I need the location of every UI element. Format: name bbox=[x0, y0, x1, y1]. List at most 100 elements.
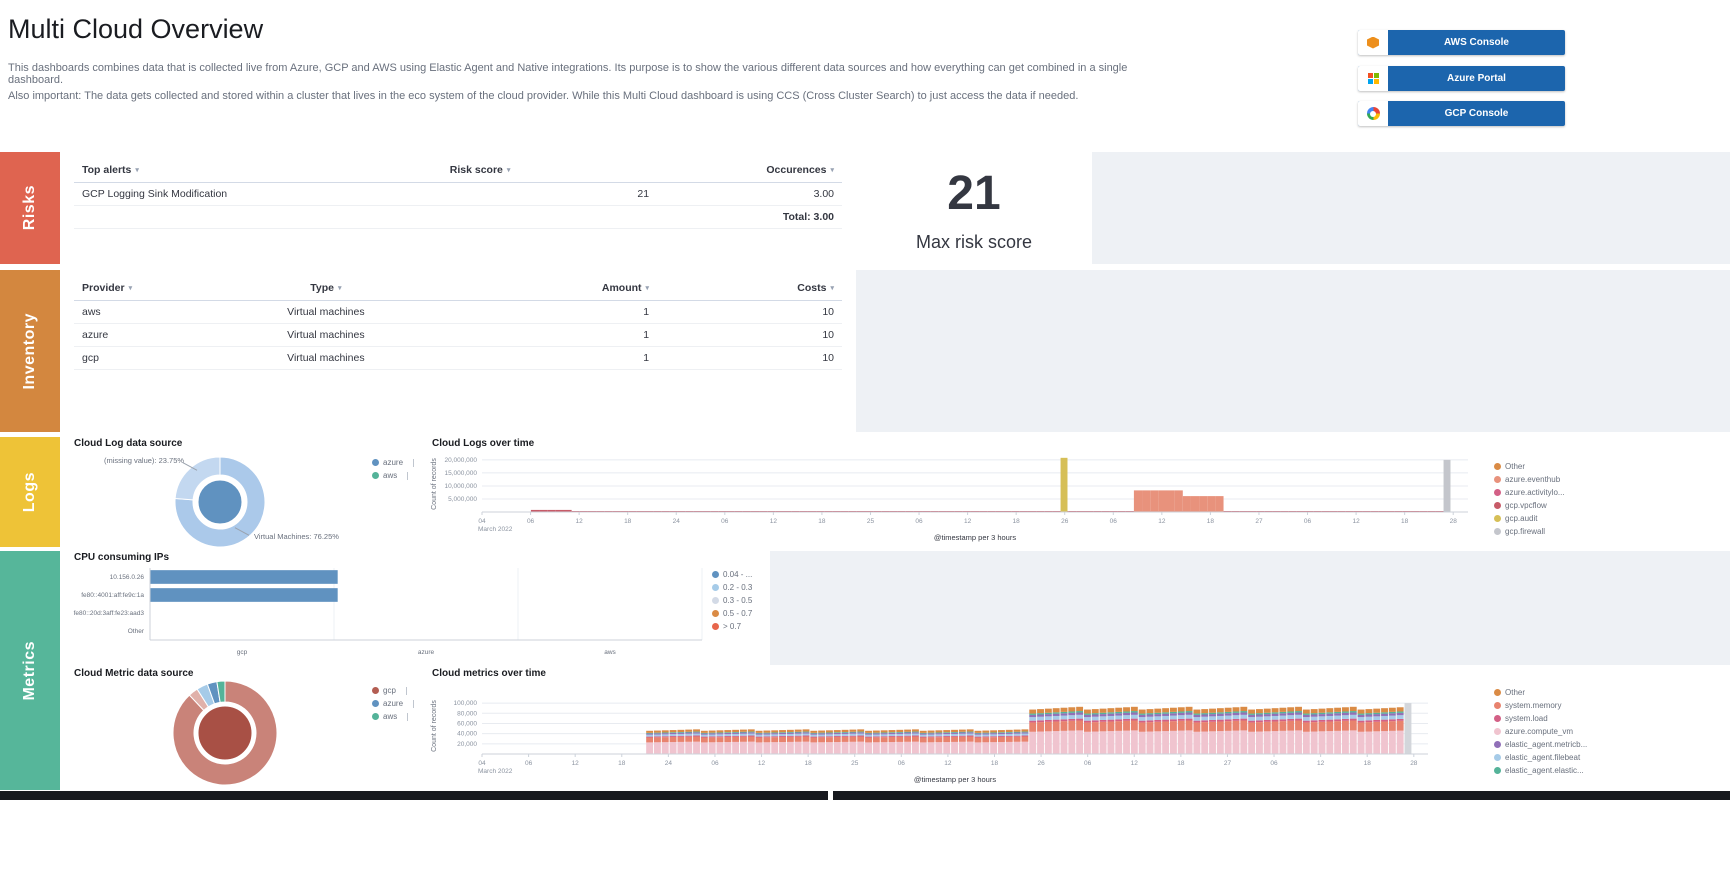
cell: 21 bbox=[303, 182, 658, 206]
legend-item-gcp[interactable]: gcp bbox=[372, 686, 414, 695]
donut-slice[interactable] bbox=[174, 456, 266, 548]
table-row: azure Virtual machines 1 10 bbox=[74, 323, 842, 347]
legend-swatch bbox=[372, 687, 379, 694]
bars[interactable] bbox=[530, 457, 1451, 512]
cell: gcp bbox=[74, 346, 165, 370]
legend-item-azure-eventhub[interactable]: azure.eventhub bbox=[1494, 475, 1565, 484]
aws-icon bbox=[1358, 30, 1388, 55]
donut-slices[interactable] bbox=[174, 456, 266, 548]
svg-text:24: 24 bbox=[665, 760, 673, 767]
legend-item-gcp-vpcflow[interactable]: gcp.vpcflow bbox=[1494, 501, 1565, 510]
legend-swatch bbox=[1494, 476, 1501, 483]
column-header[interactable]: Costs ▾ bbox=[657, 276, 842, 301]
legend-item-gcp-audit[interactable]: gcp.audit bbox=[1494, 514, 1565, 523]
legend-label: azure.eventhub bbox=[1505, 475, 1561, 484]
column-header[interactable]: Top alerts ▾ bbox=[74, 158, 304, 183]
legend-item-other[interactable]: Other bbox=[1494, 462, 1565, 471]
legend-item-azure-activitylo-[interactable]: azure.activitylo... bbox=[1494, 488, 1565, 497]
legend-item-0-5-0-7[interactable]: 0.5 - 0.7 bbox=[712, 609, 752, 618]
svg-text:27: 27 bbox=[1224, 760, 1232, 767]
section-label-metrics: Metrics bbox=[21, 640, 38, 701]
aws-console-button[interactable]: AWS Console bbox=[1358, 30, 1565, 55]
empty-dashboard-area bbox=[770, 551, 1730, 665]
legend-item-0-2-0-3[interactable]: 0.2 - 0.3 bbox=[712, 583, 752, 592]
donut-inner[interactable] bbox=[197, 705, 253, 761]
cutoff-panel-strip bbox=[833, 791, 1730, 800]
gcp-console-button[interactable]: GCP Console bbox=[1358, 101, 1565, 126]
legend-item-system-load[interactable]: system.load bbox=[1494, 714, 1587, 723]
donut-slice[interactable] bbox=[216, 680, 226, 703]
bars[interactable] bbox=[646, 703, 1412, 754]
svg-text:06: 06 bbox=[1304, 518, 1312, 525]
legend-swatch bbox=[1494, 715, 1501, 722]
donut-slice[interactable] bbox=[172, 680, 278, 786]
cell: 10 bbox=[657, 346, 842, 370]
column-header[interactable]: Provider ▾ bbox=[74, 276, 165, 301]
svg-text:18: 18 bbox=[1364, 760, 1372, 767]
table-row: gcp Virtual machines 1 10 bbox=[74, 346, 842, 370]
cell: Virtual machines bbox=[164, 346, 488, 370]
legend-item-0-04-[interactable]: 0.04 - ... bbox=[712, 570, 752, 579]
donut-inner[interactable] bbox=[197, 479, 243, 525]
donut-slices[interactable] bbox=[172, 680, 278, 786]
legend-item-elastic-agent-filebeat[interactable]: elastic_agent.filebeat bbox=[1494, 753, 1587, 762]
x-group-label: aws bbox=[604, 649, 616, 656]
legend-label: azure.activitylo... bbox=[1505, 488, 1565, 497]
legend-item-azure[interactable]: azure bbox=[372, 458, 414, 467]
svg-text:06: 06 bbox=[525, 760, 533, 767]
azure-portal-button[interactable]: Azure Portal bbox=[1358, 66, 1565, 91]
inventory-table: Provider ▾ Type ▾ Amount ▾ Costs ▾ aws Virtual ma… bbox=[74, 276, 842, 370]
legend-item-aws[interactable]: aws bbox=[372, 471, 414, 480]
legend-item-0-3-0-5[interactable]: 0.3 - 0.5 bbox=[712, 596, 752, 605]
svg-text:12: 12 bbox=[1317, 760, 1325, 767]
table-header-row: Top alerts ▾ Risk score ▾ Occurences ▾ bbox=[74, 158, 842, 183]
legend-item-azure[interactable]: azure bbox=[372, 699, 414, 708]
table-row: GCP Logging Sink Modification 21 3.00 bbox=[74, 182, 842, 206]
legend-item-aws[interactable]: aws bbox=[372, 712, 414, 721]
svg-text:18: 18 bbox=[624, 518, 632, 525]
svg-text:26: 26 bbox=[1037, 760, 1045, 767]
legend-label: gcp.vpcflow bbox=[1505, 501, 1547, 510]
column-header[interactable]: Amount ▾ bbox=[487, 276, 658, 301]
top-alerts-panel: Top alerts ▾ Risk score ▾ Occurences ▾ GCP Log… bbox=[60, 152, 856, 264]
svg-text:25: 25 bbox=[867, 518, 875, 525]
legend-label: system.memory bbox=[1505, 701, 1562, 710]
legend-item-elastic-agent-metricb-[interactable]: elastic_agent.metricb... bbox=[1494, 740, 1587, 749]
svg-text:26: 26 bbox=[1061, 518, 1069, 525]
cell: 3.00 bbox=[657, 182, 842, 206]
legend-item-other[interactable]: Other bbox=[1494, 688, 1587, 697]
table-header-row: Provider ▾ Type ▾ Amount ▾ Costs ▾ bbox=[74, 276, 842, 301]
cell: 1 bbox=[487, 300, 658, 324]
legend-item-system-memory[interactable]: system.memory bbox=[1494, 701, 1587, 710]
x-group-label: gcp bbox=[237, 649, 248, 656]
legend-item--0-7[interactable]: > 0.7 bbox=[712, 622, 752, 631]
bars[interactable] bbox=[150, 570, 338, 602]
legend-item-gcp-firewall[interactable]: gcp.firewall bbox=[1494, 527, 1565, 536]
sort-caret-icon: ▾ bbox=[506, 167, 511, 174]
legend-swatch bbox=[1494, 741, 1501, 748]
svg-text:24: 24 bbox=[673, 518, 681, 525]
cloud-logs-over-time-chart[interactable]: 20,000,000 15,000,000 10,000,000 5,000,000 0… bbox=[428, 448, 1478, 542]
section-band-logs: Logs bbox=[0, 437, 60, 547]
column-header[interactable]: Risk score ▾ bbox=[303, 158, 658, 183]
y-tick-label: 20,000,000 bbox=[444, 457, 477, 464]
svg-text:12: 12 bbox=[964, 518, 972, 525]
donut-slice[interactable] bbox=[174, 456, 221, 501]
gridlines: 20,000,000 15,000,000 10,000,000 5,000,000 bbox=[444, 457, 1468, 503]
column-header[interactable]: Type ▾ bbox=[164, 276, 488, 301]
cloud-metric-data-source-chart[interactable] bbox=[150, 676, 300, 790]
cloud-logs-over-time-legend: Other azure.eventhub azure.activitylo... gc… bbox=[1494, 462, 1565, 536]
legend-label: > 0.7 bbox=[723, 622, 742, 631]
legend-swatch bbox=[712, 584, 719, 591]
column-header[interactable]: Occurences ▾ bbox=[657, 158, 842, 183]
legend-item-azure-compute-vm[interactable]: azure.compute_vm bbox=[1494, 727, 1587, 736]
category-label: Other bbox=[128, 628, 145, 635]
legend-item-elastic-agent-elastic-[interactable]: elastic_agent.elastic... bbox=[1494, 766, 1587, 775]
cloud-log-data-source-chart[interactable] bbox=[150, 450, 290, 554]
cpu-consuming-ips-chart[interactable]: 10.156.0.26fe80::4001:aff:fe9c:1afe80::2… bbox=[60, 564, 708, 662]
max-risk-score-label: Max risk score bbox=[915, 232, 1032, 252]
sort-caret-icon: ▾ bbox=[128, 285, 133, 292]
category-label: fe80::4001:aff:fe9c:1a bbox=[81, 592, 144, 599]
